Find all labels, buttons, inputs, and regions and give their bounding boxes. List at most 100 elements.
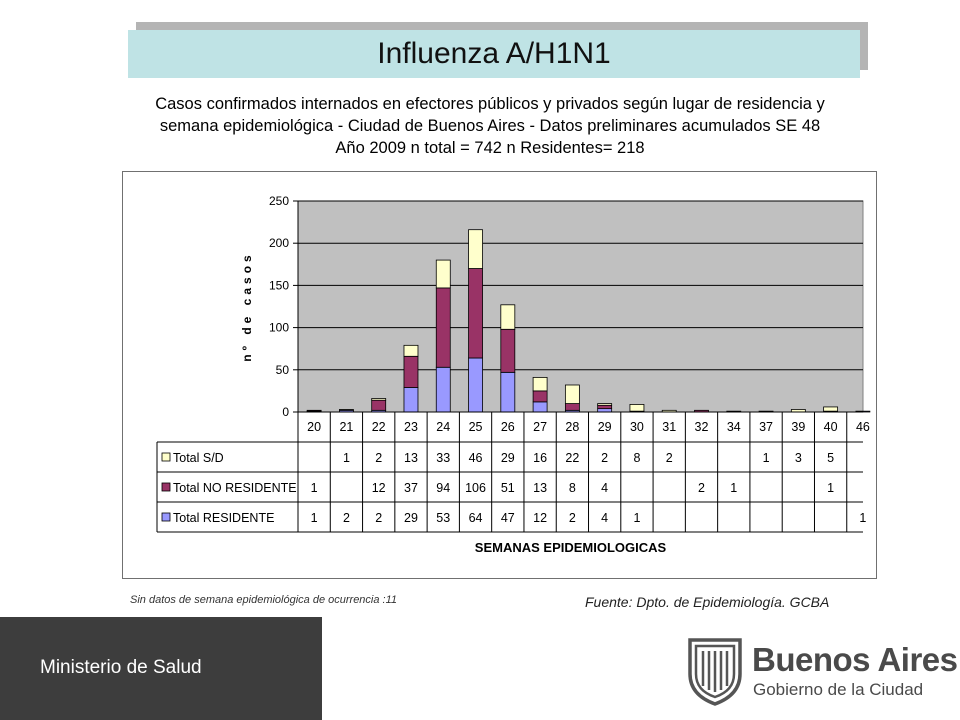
legend-label: Total S/D bbox=[173, 451, 224, 465]
bar-23-total-no-residente bbox=[403, 355, 419, 388]
x-tick-label: 26 bbox=[501, 420, 515, 434]
y-axis-label: nº de casos bbox=[240, 251, 254, 361]
y-tick-label: 250 bbox=[269, 194, 289, 208]
x-tick-label: 27 bbox=[533, 420, 547, 434]
data-label: 64 bbox=[469, 511, 483, 525]
x-tick-label: 22 bbox=[372, 420, 386, 434]
x-tick-label: 25 bbox=[469, 420, 483, 434]
bar-23-total-residente bbox=[403, 387, 419, 413]
x-tick-label: 46 bbox=[856, 420, 870, 434]
bar-22-total-no-residente bbox=[371, 399, 387, 411]
bar-30-total-s-d bbox=[629, 404, 645, 412]
data-label: 2 bbox=[569, 511, 576, 525]
data-label: 13 bbox=[404, 451, 418, 465]
data-label: 2 bbox=[601, 451, 608, 465]
data-label: 1 bbox=[343, 451, 350, 465]
bar-28-total-no-residente bbox=[564, 403, 580, 411]
x-tick-label: 31 bbox=[662, 420, 676, 434]
data-label: 33 bbox=[436, 451, 450, 465]
bar-25-total-s-d bbox=[468, 229, 483, 269]
city-name: Buenos Aires bbox=[752, 641, 958, 678]
city-subtitle: Gobierno de la Ciudad bbox=[753, 680, 924, 699]
x-tick-label: 20 bbox=[307, 420, 321, 434]
data-label: 2 bbox=[666, 451, 673, 465]
legend-swatch bbox=[161, 452, 171, 462]
data-label: 53 bbox=[436, 511, 450, 525]
ministry-bar: Ministerio de Salud bbox=[0, 617, 322, 720]
data-label: 2 bbox=[343, 511, 350, 525]
x-tick-label: 39 bbox=[791, 420, 805, 434]
data-label: 2 bbox=[698, 481, 705, 495]
data-label: 8 bbox=[633, 451, 640, 465]
data-label: 37 bbox=[404, 481, 418, 495]
y-tick-label: 0 bbox=[282, 405, 289, 419]
bar-26-total-s-d bbox=[500, 304, 516, 330]
y-tick-label: 200 bbox=[269, 236, 289, 250]
footer-right bbox=[322, 617, 960, 720]
data-label: 47 bbox=[501, 511, 515, 525]
bar-23-total-s-d bbox=[403, 344, 419, 357]
data-label: 51 bbox=[501, 481, 515, 495]
chart-frame: 0 50 100 150 200 250 nº de casos 20 21 22 23 24 25 26… bbox=[122, 171, 877, 579]
bar-29-total-residente bbox=[597, 408, 613, 413]
data-label: 13 bbox=[533, 481, 547, 495]
data-label: 5 bbox=[827, 451, 834, 465]
data-label: 1 bbox=[827, 481, 834, 495]
bar-25-total-no-residente bbox=[468, 268, 483, 359]
city-seal-icon bbox=[688, 638, 742, 706]
data-label: 1 bbox=[763, 451, 770, 465]
legend-label: Total NO RESIDENTE bbox=[173, 481, 297, 495]
x-tick-label: 28 bbox=[565, 420, 579, 434]
data-label: 12 bbox=[372, 481, 386, 495]
data-label: 1 bbox=[311, 511, 318, 525]
bar-29-total-no-residente bbox=[597, 404, 613, 410]
x-tick-label: 24 bbox=[436, 420, 450, 434]
x-tick-label: 34 bbox=[727, 420, 741, 434]
data-label: 46 bbox=[469, 451, 483, 465]
x-tick-label: 30 bbox=[630, 420, 644, 434]
ministry-name: Ministerio de Salud bbox=[40, 657, 202, 678]
bar-27-total-s-d bbox=[532, 376, 548, 392]
bar-27-total-residente bbox=[532, 401, 548, 413]
data-label: 1 bbox=[730, 481, 737, 495]
x-tick-label: 37 bbox=[759, 420, 773, 434]
plot-area bbox=[297, 200, 864, 413]
x-tick-label: 29 bbox=[598, 420, 612, 434]
bar-40-total-s-d bbox=[823, 406, 839, 412]
legend-swatch bbox=[161, 482, 171, 492]
bar-21-total-s-d bbox=[339, 409, 354, 411]
bar-26-total-no-residente bbox=[500, 328, 516, 373]
y-tick-label: 150 bbox=[269, 278, 289, 292]
data-label: 1 bbox=[859, 511, 866, 525]
y-tick-label: 50 bbox=[276, 363, 290, 377]
data-label: 2 bbox=[375, 511, 382, 525]
data-label: 3 bbox=[795, 451, 802, 465]
bar-26-total-residente bbox=[500, 371, 516, 413]
title-banner: Influenza A/H1N1 bbox=[128, 30, 860, 78]
legend-swatch bbox=[161, 512, 171, 522]
bar-25-total-residente bbox=[468, 357, 483, 413]
data-label: 2 bbox=[375, 451, 382, 465]
subtitle-line-1: Casos confirmados internados en efectore… bbox=[155, 95, 825, 113]
data-label: 4 bbox=[601, 511, 608, 525]
data-label: 8 bbox=[569, 481, 576, 495]
bar-20-total-no-residente bbox=[306, 409, 322, 412]
x-tick-label: 32 bbox=[695, 420, 709, 434]
data-label: 29 bbox=[501, 451, 515, 465]
data-label: 106 bbox=[465, 481, 486, 495]
bar-22-total-s-d bbox=[371, 398, 387, 401]
data-label: 29 bbox=[404, 511, 418, 525]
footer: Ministerio de Salud bbox=[0, 617, 960, 720]
legend-label: Total RESIDENTE bbox=[173, 511, 274, 525]
data-label: 1 bbox=[633, 511, 640, 525]
subtitle-line-3: Año 2009 n total = 742 n Residentes= 218 bbox=[335, 139, 645, 157]
x-tick-label: 23 bbox=[404, 420, 418, 434]
bar-24-total-residente bbox=[435, 366, 451, 413]
data-label: 4 bbox=[601, 481, 608, 495]
x-tick-label: 40 bbox=[824, 420, 838, 434]
bar-29-total-s-d bbox=[597, 403, 613, 406]
data-label: 22 bbox=[565, 451, 579, 465]
data-label: 16 bbox=[533, 451, 547, 465]
source-note: Fuente: Dpto. de Epidemiología. GCBA bbox=[585, 594, 830, 610]
